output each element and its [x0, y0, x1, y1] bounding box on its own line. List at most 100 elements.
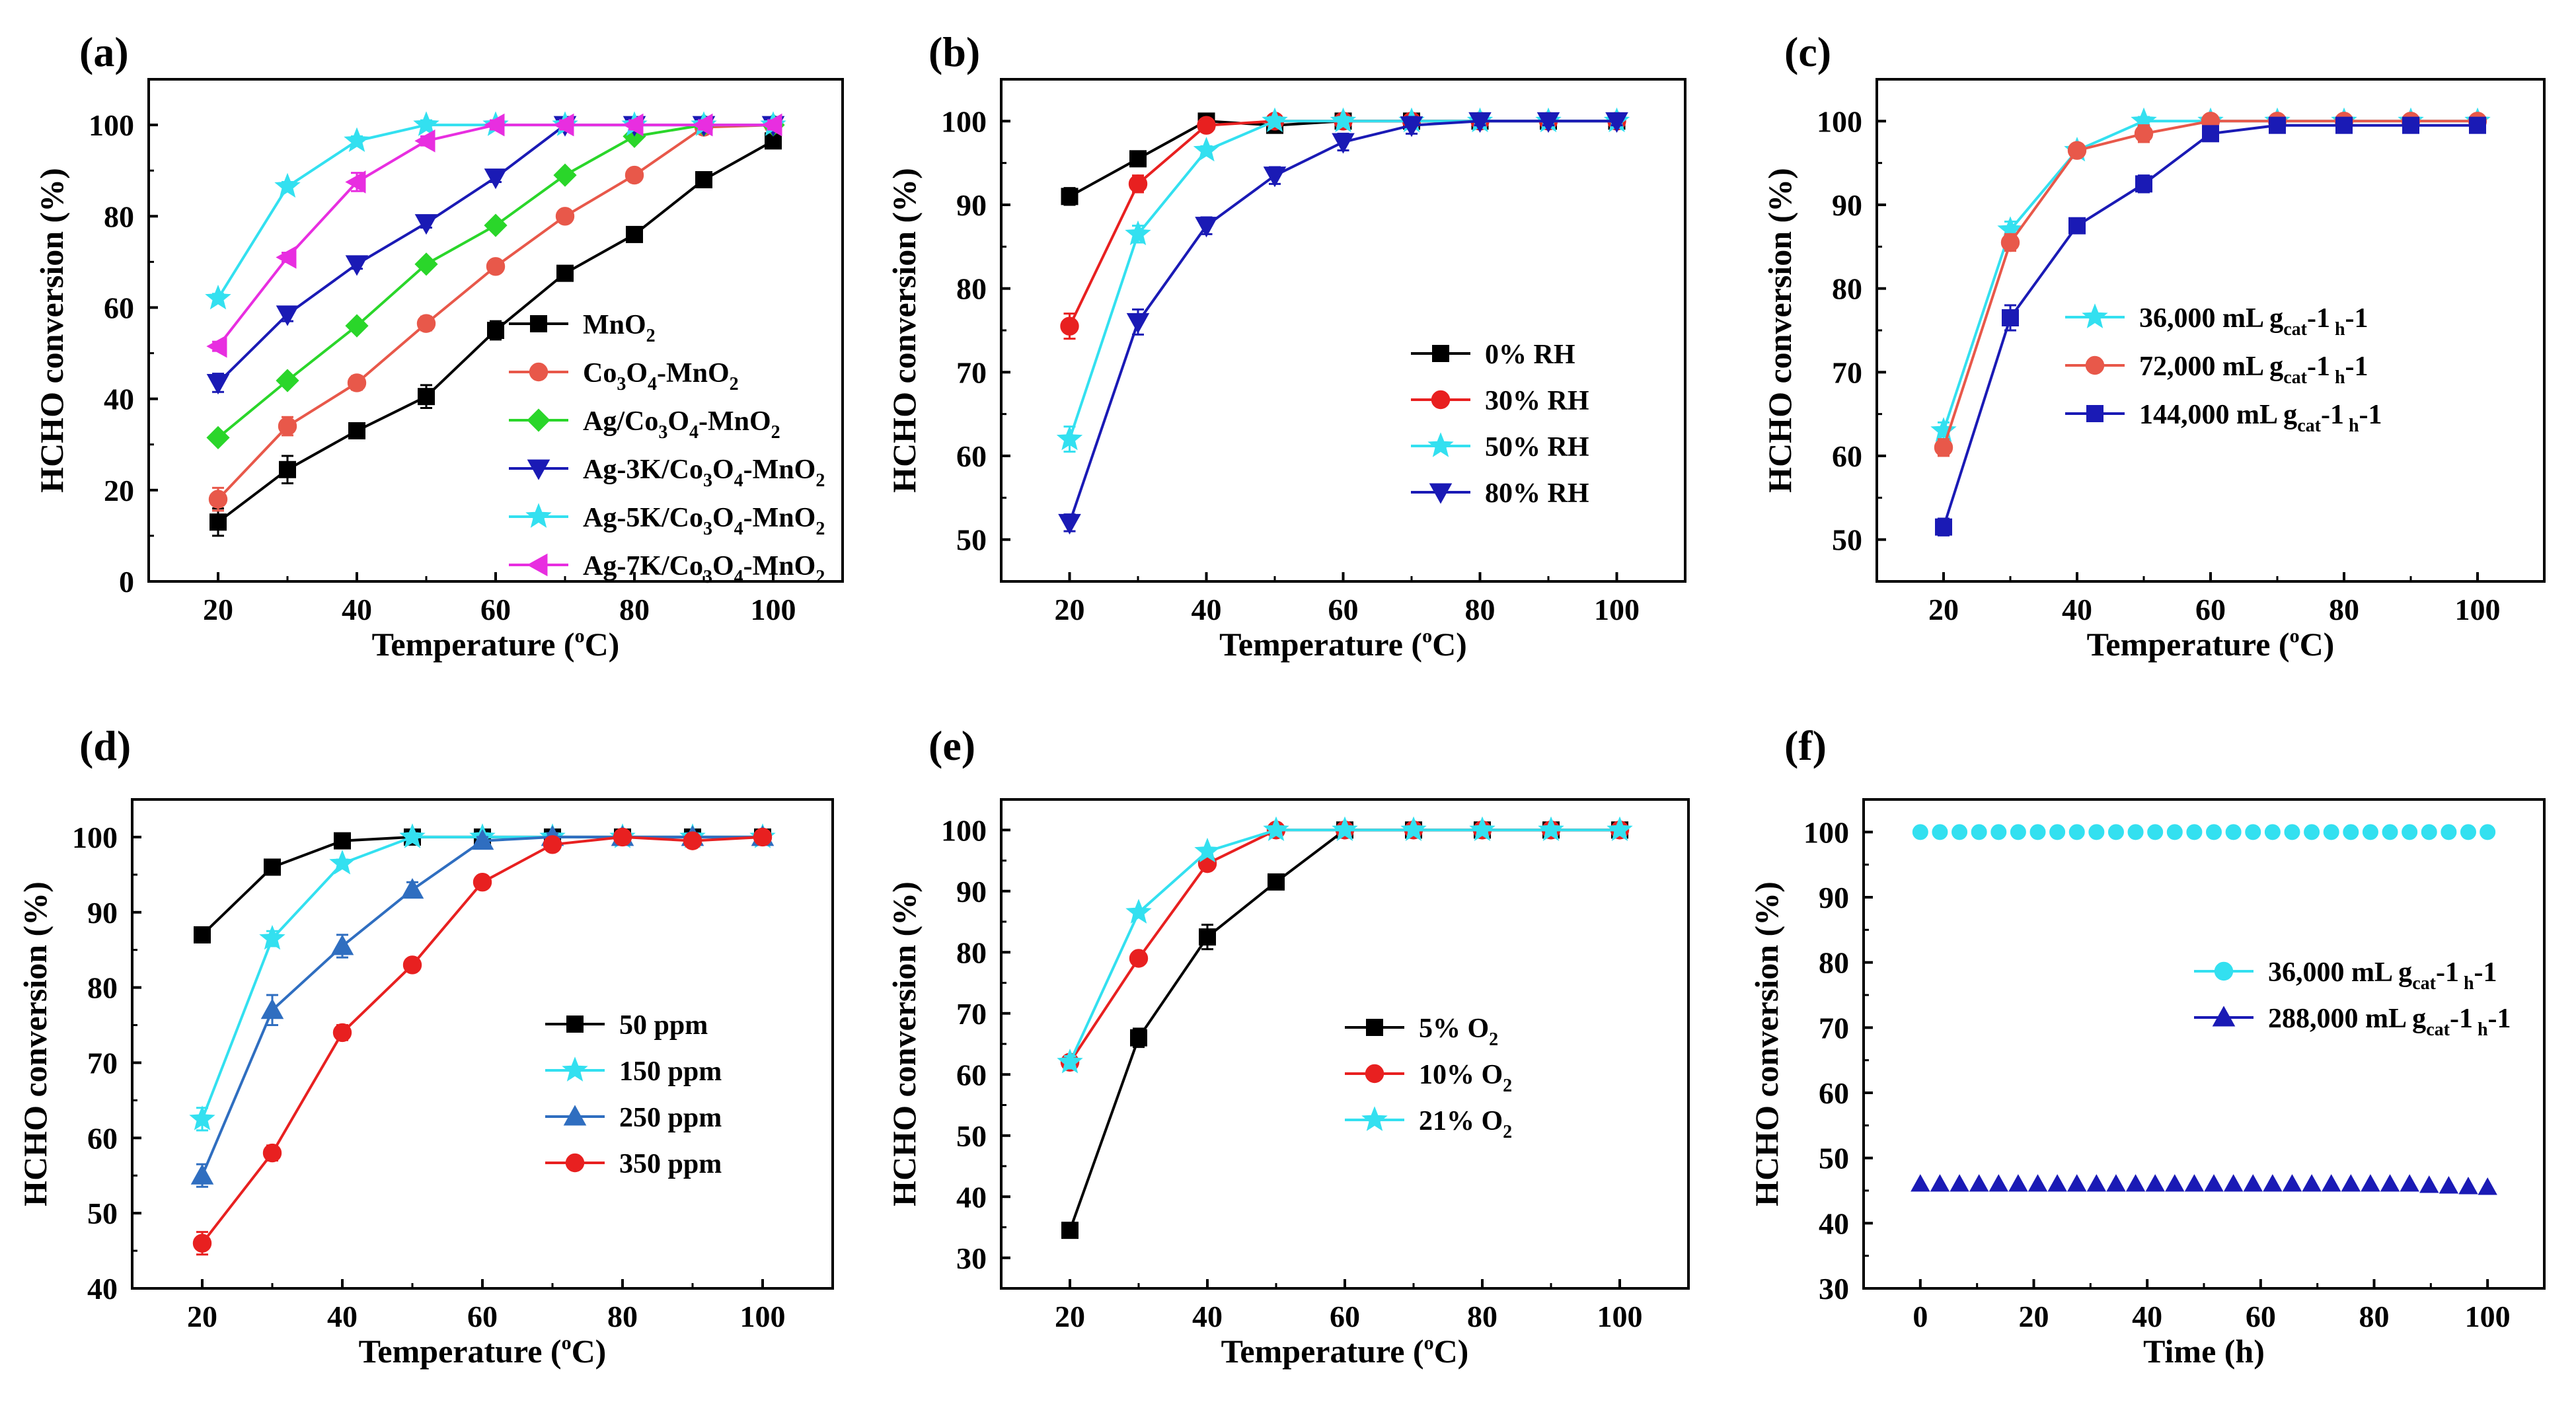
y-tick-label: 60: [1819, 1076, 1849, 1110]
data-point: [1193, 136, 1220, 162]
x-tick-label: 80: [1467, 1300, 1497, 1333]
legend-label: 350 ppm: [619, 1149, 722, 1179]
data-point: [1128, 174, 1148, 194]
y-tick-label: 50: [956, 523, 987, 557]
y-tick-label: 100: [941, 104, 987, 138]
x-tick-label: 40: [342, 593, 372, 626]
y-tick-label: 40: [87, 1272, 118, 1306]
series: [1930, 107, 2491, 442]
data-point: [473, 873, 492, 892]
data-point: [753, 827, 773, 847]
data-point: [2480, 824, 2496, 840]
y-tick-label: 80: [87, 971, 118, 1005]
y-tick-label: 40: [956, 1180, 987, 1214]
data-point: [486, 257, 506, 276]
x-tick-label: 20: [1055, 593, 1085, 626]
data-point: [1263, 816, 1289, 842]
panel-label: (a): [79, 28, 129, 75]
legend-marker: [527, 553, 548, 577]
data-point: [1468, 112, 1492, 133]
data-point: [1400, 816, 1427, 842]
x-tick-label: 0: [1913, 1300, 1928, 1333]
data-point: [330, 934, 354, 955]
legend-entry: 21% O2: [1345, 1106, 1512, 1142]
x-tick-label: 60: [1330, 1300, 1360, 1333]
data-point: [276, 369, 299, 392]
data-point: [2400, 1174, 2419, 1192]
x-tick-label: 20: [203, 593, 233, 626]
legend-entry: MnO2: [509, 310, 656, 346]
y-tick-label: 80: [956, 936, 987, 969]
y-tick-label: 40: [1819, 1206, 1849, 1240]
legend-entry: 150 ppm: [545, 1056, 722, 1087]
data-point: [1060, 316, 1079, 336]
data-point: [276, 305, 299, 326]
x-tick-label: 100: [2455, 593, 2501, 626]
data-point: [1930, 417, 1957, 442]
legend-marker: [563, 1105, 587, 1126]
data-point: [413, 111, 439, 136]
x-tick-label: 60: [2246, 1300, 2276, 1333]
data-point: [2263, 1174, 2283, 1192]
data-point: [553, 113, 574, 137]
y-tick-label: 100: [1803, 815, 1849, 849]
data-point: [2439, 1176, 2459, 1194]
legend-entry: 80% RH: [1411, 478, 1589, 509]
x-tick-label: 40: [2132, 1300, 2162, 1333]
legend-entry: 36,000 mL gcat-1 h-1: [2194, 957, 2497, 994]
data-point: [416, 314, 436, 333]
y-axis-title: HCHO conversion (%): [1761, 168, 1798, 493]
x-axis-title: Temperature (oC): [2087, 625, 2335, 663]
legend-marker: [1365, 1064, 1384, 1084]
data-point: [1935, 518, 1952, 536]
panel-d: (d) 20 40 60 80 100 40 50 60 70 80 90 100 Temperature…: [17, 722, 834, 1370]
series: [1935, 116, 2486, 536]
data-point: [2302, 1174, 2322, 1192]
legend-marker: [1366, 1019, 1383, 1036]
legend-entry: 36,000 mL gcat-1 h-1: [2065, 303, 2368, 340]
data-point: [206, 425, 230, 449]
data-point: [1934, 438, 1953, 457]
data-point: [1911, 1174, 1930, 1192]
legend-marker: [566, 1016, 584, 1033]
data-point: [625, 165, 644, 185]
legend-label: Ag-3K/Co3O4-MnO2: [583, 455, 825, 491]
x-tick-label: 20: [1928, 593, 1959, 626]
data-point: [543, 835, 562, 854]
panel-label: (b): [928, 28, 980, 75]
data-point: [1990, 824, 2007, 840]
data-point: [2134, 124, 2154, 143]
legend-label: 21% O2: [1419, 1106, 1512, 1142]
data-point: [2067, 1174, 2087, 1192]
legend-entry: 5% O2: [1345, 1014, 1498, 1050]
data-point: [2269, 116, 2286, 134]
legend-label: Ag-5K/Co3O4-MnO2: [583, 503, 825, 539]
data-point: [2402, 116, 2419, 134]
x-tick-label: 60: [480, 593, 511, 626]
data-point: [345, 170, 366, 194]
data-point: [553, 163, 577, 187]
data-point: [2478, 1177, 2497, 1195]
data-point: [2243, 1174, 2263, 1192]
y-tick-label: 100: [941, 813, 987, 847]
legend-label: 0% RH: [1485, 340, 1575, 370]
legend-marker: [2214, 961, 2234, 981]
data-point: [1469, 816, 1496, 842]
data-point: [278, 416, 297, 436]
data-point: [194, 926, 211, 943]
y-tick-label: 60: [1832, 439, 1862, 473]
panel-label: (e): [928, 722, 975, 769]
data-point: [2323, 824, 2339, 840]
data-point: [2000, 233, 2020, 252]
data-point: [2027, 1174, 2048, 1192]
legend-label: 10% O2: [1419, 1060, 1512, 1096]
data-point: [2127, 824, 2144, 840]
series-line: [1068, 120, 1617, 523]
legend-marker: [1361, 1106, 1388, 1131]
data-point: [1263, 166, 1287, 188]
data-point: [2135, 175, 2152, 193]
legend-marker: [1429, 483, 1453, 504]
data-point: [1129, 150, 1147, 168]
legend-marker: [2085, 355, 2105, 375]
x-tick-label: 80: [619, 593, 650, 626]
